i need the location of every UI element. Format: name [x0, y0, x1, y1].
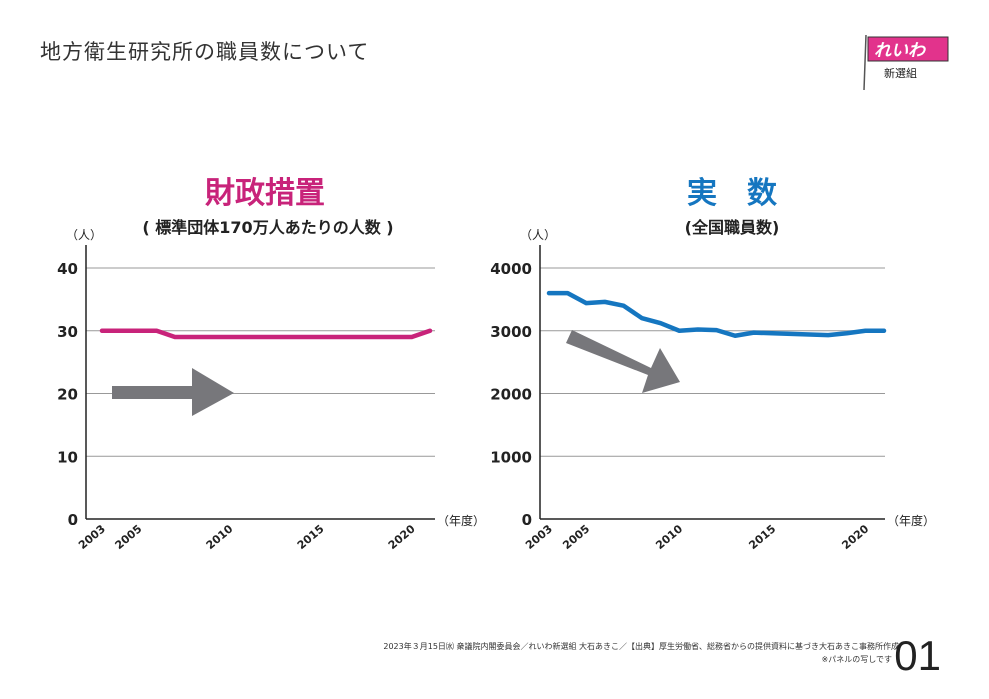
chart1-subtitle: ( 標準団体170万人あたりの人数 ): [142, 218, 394, 237]
y-tick-label: 4000: [490, 260, 532, 278]
chart2-title: 実 数: [687, 176, 777, 211]
y-tick-label: 30: [57, 323, 78, 341]
x-tick-label: 2015: [295, 522, 327, 552]
y-axis-label: （人）: [520, 228, 556, 242]
logo-text: れいわ: [874, 41, 927, 61]
x-tick-label: 2005: [560, 522, 592, 552]
x-axis-label: （年度）: [437, 513, 485, 528]
y-tick-label: 0: [522, 511, 532, 529]
reiwa-logo: れいわ 新選組: [862, 34, 952, 95]
flat-arrow-icon: [112, 368, 234, 416]
down-arrow-icon: [566, 330, 680, 393]
x-tick-label: 2010: [204, 522, 236, 552]
x-axis-label: （年度）: [887, 513, 935, 528]
x-tick-label: 2003: [76, 522, 108, 552]
x-tick-label: 2010: [653, 522, 685, 552]
x-tick-label: 2005: [113, 522, 145, 552]
x-tick-label: 2020: [386, 522, 418, 552]
logo-subtext: 新選組: [884, 66, 917, 80]
y-tick-label: 10: [57, 448, 78, 466]
page-number: 01: [894, 632, 941, 679]
y-tick-label: 1000: [490, 448, 532, 466]
y-axis-label: （人）: [66, 228, 102, 242]
footer-note: ※パネルの写しです: [821, 655, 892, 664]
y-tick-label: 0: [68, 511, 78, 529]
data-line-1: [546, 290, 887, 339]
chart2-subtitle: (全国職員数): [684, 218, 780, 237]
y-tick-label: 3000: [490, 323, 532, 341]
x-tick-label: 2015: [746, 522, 778, 552]
y-tick-label: 2000: [490, 386, 532, 404]
data-line-0: [99, 328, 433, 340]
chart1-title: 財政措置: [205, 176, 325, 211]
y-tick-label: 40: [57, 260, 78, 278]
x-tick-label: 2020: [840, 522, 872, 552]
footer-source: 2023年３月15日㈬ 衆議院内閣委員会／れいわ新選組 大石あきこ／【出典】厚生…: [383, 642, 899, 651]
y-tick-label: 20: [57, 386, 78, 404]
slide-title: 地方衛生研究所の職員数について: [40, 40, 370, 64]
